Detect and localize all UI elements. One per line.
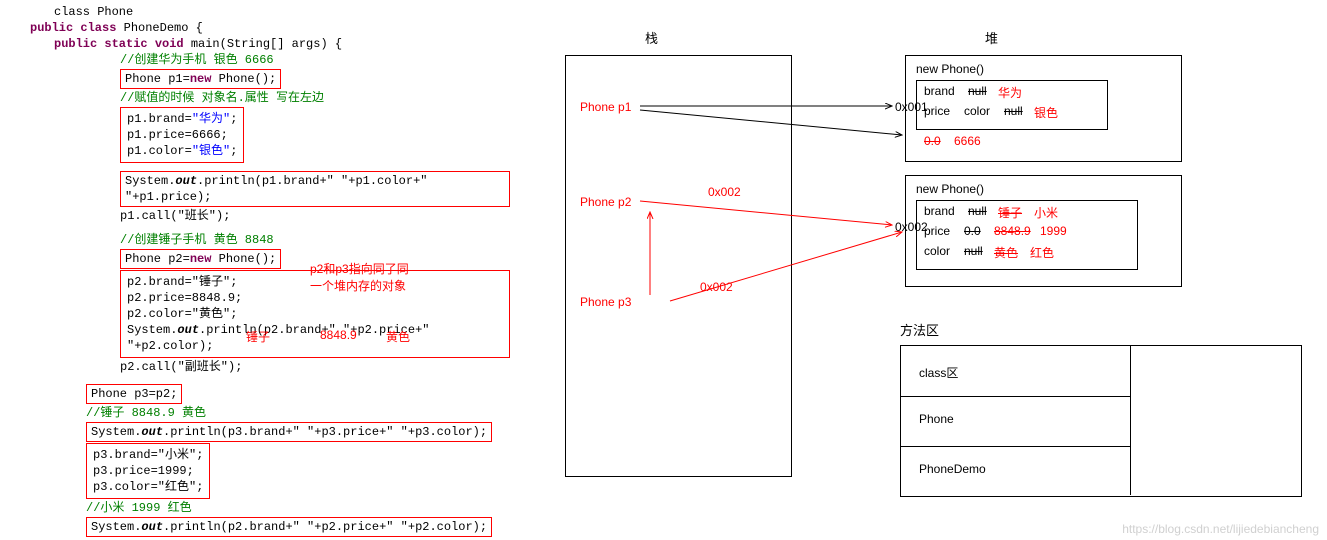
- heap-obj2-brand-mid: 锤子: [998, 204, 1022, 221]
- heap-title: 堆: [985, 28, 998, 47]
- annotation-p2p3-same: p2和p3指向同了同 一个堆内存的对象: [310, 260, 409, 294]
- code-comment: //赋值的时候 对象名.属性 写在左边: [30, 90, 510, 106]
- heap-obj2-title: new Phone(): [916, 182, 984, 196]
- code-comment: //小米 1999 红色: [30, 500, 510, 516]
- code-comment: //锤子 8848.9 黄色: [30, 405, 510, 421]
- watermark: https://blog.csdn.net/lijiedebiancheng: [1122, 522, 1319, 536]
- heap-object-1-outer: new Phone() brand null 华为 price color nu…: [905, 55, 1182, 162]
- code-line: System.out.println(p2.brand+" "+p2.price…: [30, 517, 510, 537]
- heap-obj2-color-mid: 黄色: [994, 244, 1018, 261]
- heap-obj2-price-mid: 8848.9: [994, 224, 1031, 238]
- stack-var-p2: Phone p2: [580, 195, 631, 209]
- address-label: 0x002: [700, 280, 733, 294]
- heap-object-2-outer: new Phone() brand null 锤子 小米 price 0.0 8…: [905, 175, 1182, 287]
- code-line: System.out.println(p1.brand+" "+p1.color…: [30, 171, 510, 207]
- heap-obj1-title: new Phone(): [916, 62, 984, 76]
- heap-obj1-brand-key: brand: [924, 84, 955, 98]
- class-area-label: class区: [919, 364, 958, 381]
- code-line: Phone p3=p2;: [30, 384, 510, 404]
- code-line: Phone p2=new Phone();: [30, 249, 510, 269]
- heap-obj2-price-new: 1999: [1040, 224, 1067, 238]
- method-area-box: class区 Phone PhoneDemo: [900, 345, 1302, 497]
- code-panel: class Phone public class PhoneDemo { pub…: [0, 0, 510, 538]
- stack-var-p1: Phone p1: [580, 100, 631, 114]
- class-phonedemo: PhoneDemo: [919, 462, 986, 476]
- address-label: 0x002: [708, 185, 741, 199]
- class-phone: Phone: [919, 412, 954, 426]
- code-block: p1.brand="华为"; p1.price=6666; p1.color="…: [30, 107, 510, 163]
- heap-obj1-price-key: price: [924, 104, 950, 118]
- code-line: class Phone: [30, 4, 510, 20]
- heap-obj2-price-key: price: [924, 224, 950, 238]
- memory-diagram: 栈 堆 Phone p1 Phone p2 Phone p3 0x001 0x0…: [500, 0, 1320, 540]
- annotation-hammer: 锤子: [246, 328, 270, 345]
- heap-obj2-color-old: null: [964, 244, 983, 258]
- heap-obj1-color-new: 银色: [1034, 104, 1058, 121]
- code-line: p2.call("副班长");: [30, 359, 510, 375]
- heap-obj2-brand-key: brand: [924, 204, 955, 218]
- code-line: public static void main(String[] args) {: [30, 36, 510, 52]
- heap-obj1-brand-old: null: [968, 84, 987, 98]
- method-area-title: 方法区: [900, 320, 939, 339]
- code-line: public class PhoneDemo {: [30, 20, 510, 36]
- heap-obj1-price-old: 0.0: [924, 134, 941, 148]
- heap-obj2-brand-new: 小米: [1034, 204, 1058, 221]
- stack-var-p3: Phone p3: [580, 295, 631, 309]
- code-line: Phone p1=new Phone();: [30, 69, 510, 89]
- stack-box: [565, 55, 792, 477]
- heap-obj2-color-new: 红色: [1030, 244, 1054, 261]
- code-line: p1.call("班长");: [30, 208, 510, 224]
- heap-obj1-brand-new: 华为: [998, 84, 1022, 101]
- code-comment: //创建锤子手机 黄色 8848: [30, 232, 510, 248]
- heap-obj1-color-key: color: [964, 104, 990, 118]
- annotation-color: 黄色: [386, 328, 410, 345]
- code-comment: //创建华为手机 银色 6666: [30, 52, 510, 68]
- heap-obj1-price-new: 6666: [954, 134, 981, 148]
- heap-obj2-color-key: color: [924, 244, 950, 258]
- annotation-price: 8848.9: [320, 328, 357, 342]
- code-block: p3.brand="小米"; p3.price=1999; p3.color="…: [30, 443, 510, 499]
- code-line: System.out.println(p3.brand+" "+p3.price…: [30, 422, 510, 442]
- heap-obj2-price-old: 0.0: [964, 224, 981, 238]
- stack-title: 栈: [645, 28, 658, 47]
- heap-obj2-brand-old: null: [968, 204, 987, 218]
- heap-obj1-color-old: null: [1004, 104, 1023, 118]
